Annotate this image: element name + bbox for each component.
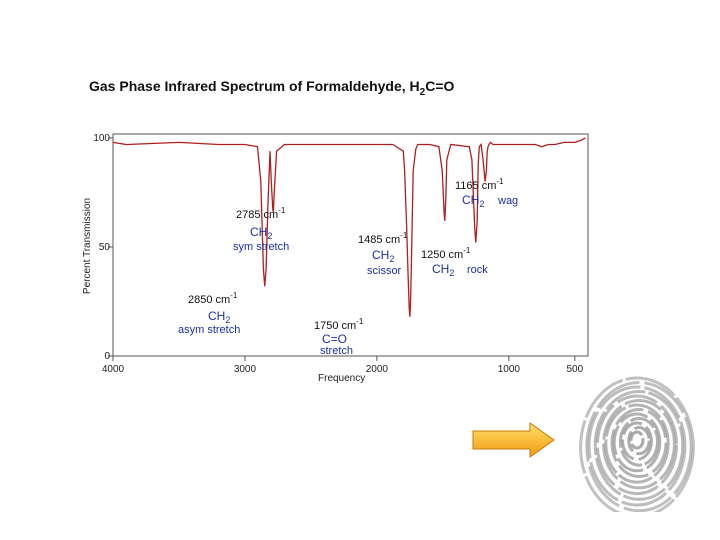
wavenumber-exponent: -1: [230, 291, 238, 300]
group-subscript: 2: [389, 254, 394, 264]
group-text: CH: [250, 225, 267, 239]
y-axis-label: Percent Transmission: [82, 198, 93, 294]
wavenumber-exponent: -1: [400, 231, 408, 240]
annotation-mode: asym stretch: [178, 324, 240, 336]
slide-title: Gas Phase Infrared Spectrum of Formaldeh…: [89, 78, 455, 98]
arrow-right-icon: [472, 422, 555, 458]
annotation-wavenumber: 1250 cm-1: [421, 246, 471, 261]
fingerprint-icon: [579, 376, 695, 512]
x-axis-label: Frequency: [318, 373, 365, 384]
group-subscript: 2: [225, 315, 230, 325]
wavenumber-text: 1485 cm: [358, 234, 400, 246]
annotation-group: C=O: [322, 332, 347, 346]
annotation-wavenumber: 1750 cm-1: [314, 317, 364, 332]
y-tick-label: 50: [99, 242, 111, 253]
x-tick-label: 1000: [498, 364, 521, 375]
annotation-mode: sym stretch: [233, 241, 289, 253]
wavenumber-exponent: -1: [496, 177, 504, 186]
x-ticks: 4000 3000 2000 1000 500: [102, 356, 584, 375]
group-text: CH: [372, 248, 389, 262]
wavenumber-exponent: -1: [356, 317, 364, 326]
x-tick-label: 500: [566, 364, 583, 375]
x-tick-label: 3000: [234, 364, 257, 375]
annotation-group: CH2: [250, 225, 272, 241]
group-subscript: 2: [479, 199, 484, 209]
annotation-group: CH2: [462, 193, 484, 209]
y-tick-label: 100: [93, 133, 110, 144]
wavenumber-text: 2850 cm: [188, 294, 230, 306]
annotation-group: CH2: [208, 309, 230, 325]
y-ticks: 100 50 0: [93, 133, 113, 362]
wavenumber-text: 1165 cm: [455, 180, 496, 192]
x-tick-label: 4000: [102, 364, 125, 375]
annotation-wavenumber: 1165 cm-1: [455, 177, 504, 192]
group-text: CH: [432, 262, 449, 276]
annotation-mode: stretch: [320, 345, 353, 357]
group-text: C=O: [322, 332, 347, 346]
annotation-group: CH2: [432, 262, 454, 278]
annotation-wavenumber: 2785 cm-1: [236, 206, 286, 221]
wavenumber-text: 1250 cm: [421, 249, 463, 261]
annotation-mode: wag: [497, 195, 518, 207]
spectrum-line: [112, 137, 586, 317]
wavenumber-text: 1750 cm: [314, 320, 356, 332]
y-tick-label: 0: [104, 351, 110, 362]
annotation-mode: scissor: [367, 265, 402, 277]
plot-frame: [112, 133, 589, 357]
annotation-wavenumber: 1485 cm-1: [358, 231, 408, 246]
group-subscript: 2: [267, 231, 272, 241]
annotation-wavenumber: 2850 cm-1: [188, 291, 238, 306]
group-text: CH: [462, 193, 479, 207]
wavenumber-exponent: -1: [278, 206, 286, 215]
annotation-mode: rock: [467, 264, 488, 276]
wavenumber-exponent: -1: [463, 246, 471, 255]
wavenumber-text: 2785 cm: [236, 209, 278, 221]
annotation-group: CH2: [372, 248, 394, 264]
x-tick-label: 2000: [366, 364, 389, 375]
group-subscript: 2: [449, 268, 454, 278]
group-text: CH: [208, 309, 225, 323]
